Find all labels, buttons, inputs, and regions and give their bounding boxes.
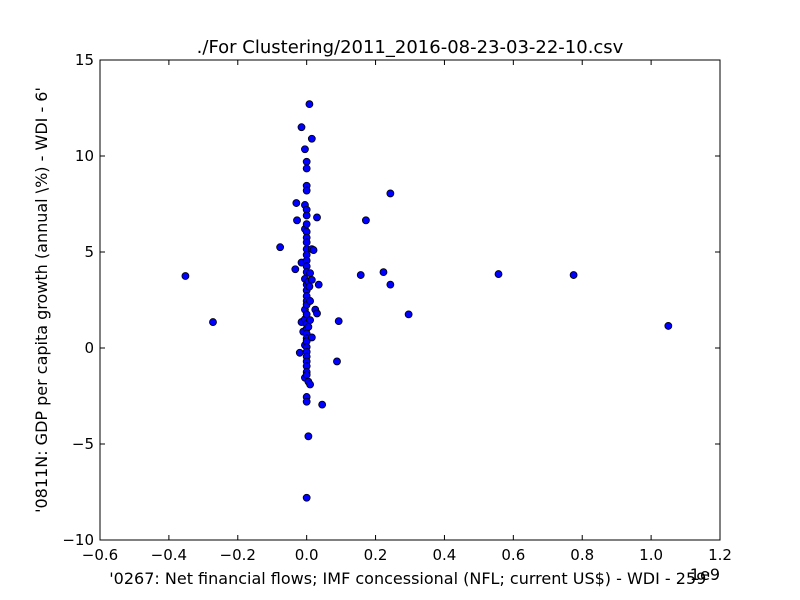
data-point (494, 270, 503, 278)
data-point (333, 357, 341, 366)
x-tick-label: −0.4 (151, 546, 187, 564)
data-point (302, 493, 311, 502)
data-point (306, 297, 315, 305)
data-point (664, 322, 673, 330)
data-point (302, 157, 311, 166)
x-tick-label: 0.6 (501, 546, 525, 564)
points-layer (181, 100, 673, 502)
data-point (306, 380, 315, 389)
data-point (569, 271, 578, 279)
data-point (313, 309, 321, 318)
data-point (309, 246, 318, 254)
data-point (304, 432, 313, 441)
data-point (306, 316, 315, 325)
data-point (304, 322, 313, 331)
data-point (356, 271, 365, 279)
data-point (314, 280, 323, 289)
y-tick-label: 5 (84, 243, 94, 261)
x-tick-label: −0.6 (82, 546, 118, 564)
data-point (313, 213, 321, 222)
data-point (302, 370, 311, 379)
x-tick-label: 0.4 (433, 546, 457, 564)
data-point (307, 333, 316, 342)
x-tick-label: 0.2 (364, 546, 388, 564)
data-point (302, 164, 311, 173)
data-point (305, 282, 314, 291)
data-point (291, 265, 300, 274)
x-offset-label: 1e9 (690, 565, 720, 584)
data-point (181, 272, 190, 280)
data-point (362, 216, 370, 225)
data-point (307, 134, 316, 143)
plot-frame (99, 59, 721, 541)
data-point (302, 238, 311, 247)
data-point (292, 199, 301, 207)
data-point (379, 268, 388, 277)
data-point (302, 186, 311, 195)
data-point (307, 275, 316, 284)
data-point (302, 310, 311, 319)
data-point (318, 400, 327, 409)
data-point (295, 348, 304, 357)
data-point (302, 211, 311, 220)
ticks-layer: −0.6 −0.4 −0.2 0.0 0.2 0.4 0.6 0.8 1.0 1.2 −10 −5 0 5… (62, 51, 732, 564)
data-point (302, 220, 311, 229)
y-tick-label: −5 (72, 435, 94, 453)
data-point (386, 189, 395, 198)
x-tick-label: 0.8 (570, 546, 594, 564)
x-tick-label: 1.2 (708, 546, 732, 564)
y-tick-label: 0 (84, 339, 94, 357)
data-point (297, 123, 306, 132)
y-tick-label: −10 (62, 531, 94, 549)
data-point (306, 269, 315, 278)
data-point (404, 310, 413, 319)
y-axis-label: '0811N: GDP per capita growth (annual \%… (32, 87, 51, 513)
x-tick-label: 0.0 (295, 546, 319, 564)
data-point (386, 280, 395, 289)
data-point (209, 318, 217, 326)
data-point (293, 216, 301, 225)
x-tick-label: 1.0 (639, 546, 663, 564)
data-point (334, 317, 343, 326)
data-point (301, 145, 309, 154)
data-point (276, 243, 285, 252)
x-axis-label: '0267: Net financial flows; IMF concessi… (109, 569, 710, 588)
data-point (302, 397, 311, 406)
y-tick-label: 10 (75, 147, 94, 165)
y-tick-label: 15 (75, 51, 94, 69)
chart-title: ./For Clustering/2011_2016-08-23-03-22-1… (197, 37, 624, 58)
x-tick-label: −0.2 (220, 546, 256, 564)
data-point (305, 100, 314, 109)
